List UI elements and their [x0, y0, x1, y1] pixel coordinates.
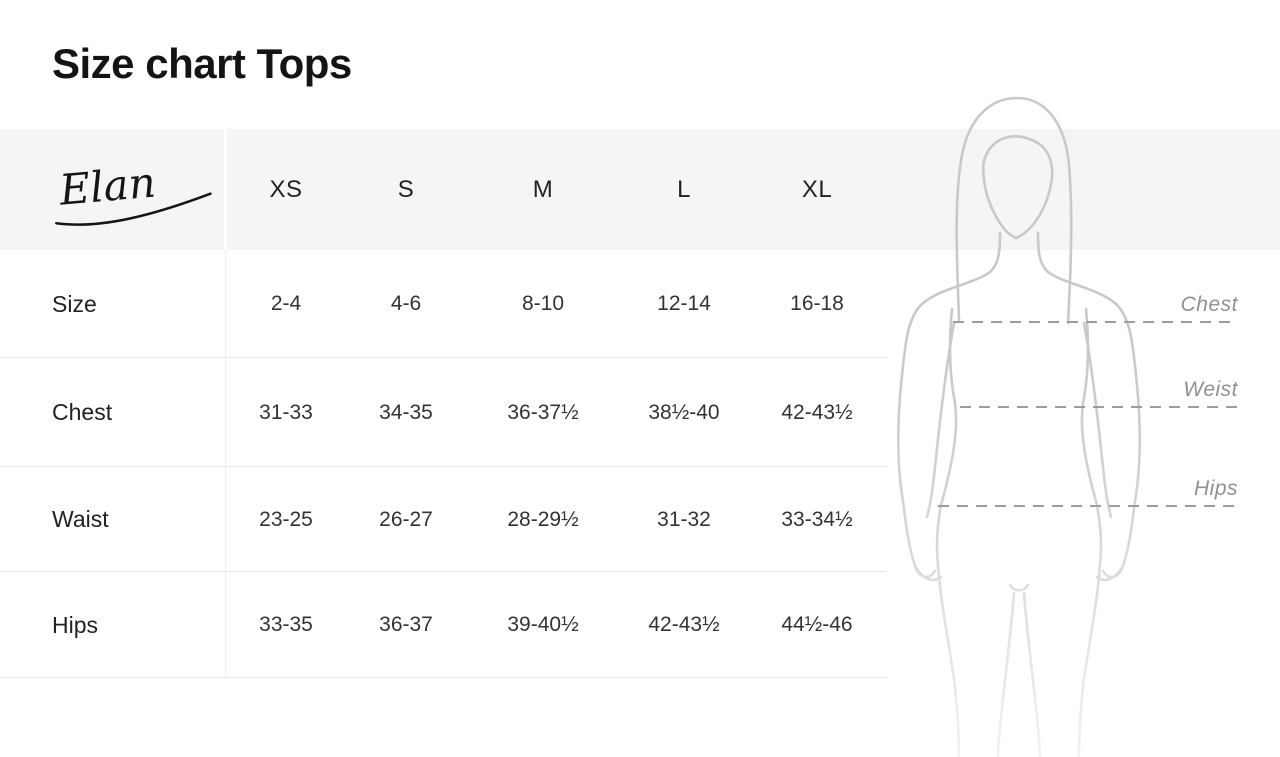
brand-logo-signature: Elan — [55, 158, 212, 226]
value-cell: 39-40½ — [507, 613, 579, 636]
value-cell: 33-35 — [259, 613, 313, 636]
row-separator — [0, 571, 886, 572]
row-label-hips: Hips — [52, 611, 99, 638]
left-arm-outline — [896, 231, 1002, 579]
woman-outline — [896, 96, 1142, 757]
value-cell: 26-27 — [379, 507, 433, 531]
chest-guide-label: Chest — [1181, 293, 1239, 316]
right-arm-outline — [1036, 231, 1142, 579]
body-figure-illustration: Chest Weist Hips — [880, 85, 1280, 757]
value-cell: 38½-40 — [648, 400, 720, 424]
page-title: Size chart Tops — [52, 40, 352, 87]
size-column-header-xl: XL — [801, 175, 833, 203]
value-cell: 8-10 — [521, 292, 565, 315]
left-inner-arm-line — [925, 321, 956, 519]
right-torso-outline — [1080, 307, 1103, 567]
face-outline — [981, 135, 1054, 240]
value-cell: 12-14 — [657, 292, 711, 315]
right-outer-leg-line — [1077, 563, 1102, 757]
row-label-chest: Chest — [52, 399, 113, 425]
value-cell: 42-43½ — [781, 400, 853, 424]
body-figure-svg: Chest Weist Hips — [896, 96, 1239, 757]
size-column-header-xs: XS — [269, 175, 303, 203]
right-inner-arm-line — [1082, 321, 1113, 519]
right-inner-leg-line — [1022, 591, 1042, 757]
value-cell: 4-6 — [390, 292, 422, 315]
row-separator — [0, 677, 886, 678]
crotch-line — [1008, 583, 1030, 592]
value-cell: 36-37 — [379, 613, 433, 636]
value-cell: 23-25 — [259, 507, 313, 531]
value-cell: 42-43½ — [648, 613, 720, 636]
value-cell: 31-33 — [259, 400, 313, 424]
row-separator — [0, 466, 886, 467]
row-label-waist: Waist — [52, 506, 109, 532]
hair-outline — [955, 96, 1073, 325]
value-cell: 31-32 — [657, 507, 711, 531]
row-separator — [0, 357, 886, 358]
left-outer-leg-line — [936, 563, 961, 757]
hips-guide-label: Hips — [1194, 477, 1238, 500]
left-inner-leg-line — [996, 591, 1016, 757]
left-torso-outline — [935, 307, 958, 567]
table-vertical-divider — [225, 250, 226, 678]
row-label-size: Size — [52, 290, 97, 317]
brand-logo-text: Elan — [56, 158, 157, 215]
value-cell: 28-29½ — [507, 507, 579, 531]
size-column-header-s: S — [397, 175, 415, 203]
value-cell: 44½-46 — [781, 613, 853, 636]
header-band-divider — [224, 129, 227, 250]
value-cell: 16-18 — [790, 292, 844, 315]
value-cell: 34-35 — [379, 400, 433, 424]
logo-underline-flourish — [55, 192, 212, 226]
value-cell: 33-34½ — [781, 507, 853, 531]
waist-guide-label: Weist — [1183, 378, 1238, 401]
size-column-header-l: L — [677, 175, 691, 203]
brand-logo: Elan — [48, 150, 228, 234]
value-cell: 2-4 — [270, 292, 302, 315]
value-cell: 36-37½ — [507, 400, 579, 424]
size-column-header-m: M — [532, 175, 554, 203]
